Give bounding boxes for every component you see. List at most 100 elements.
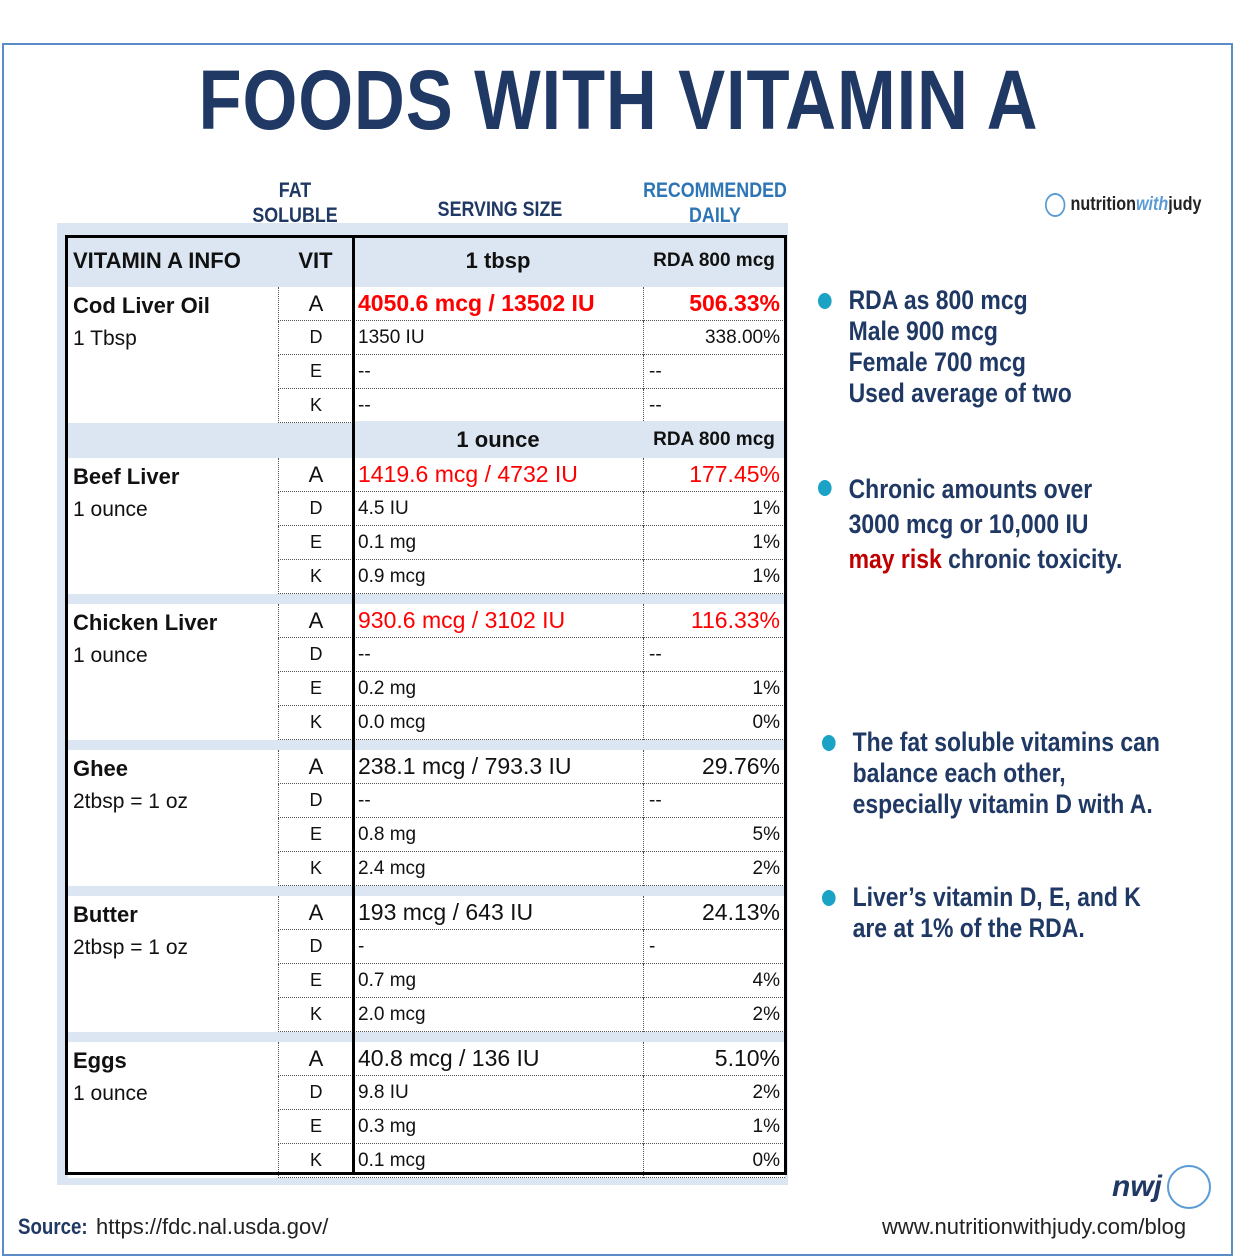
food-name: Chicken Liver <box>73 610 218 635</box>
table-divider <box>352 235 355 1175</box>
amount-cell: 930.6 mcg / 3102 IU <box>353 604 643 638</box>
amount-cell: 0.7 mg <box>353 964 643 998</box>
note-line: Liver’s vitamin D, E, and K <box>853 882 1141 913</box>
vit-cell: D <box>278 784 353 818</box>
note-text: Male 900 mcg <box>848 316 998 346</box>
rda-cell: 506.33% <box>643 287 785 321</box>
rda-cell: -- <box>643 784 785 818</box>
vit-cell: K <box>278 389 353 423</box>
rda-cell: 2% <box>643 998 785 1032</box>
amount-cell: -- <box>353 355 643 389</box>
column-head-line: FAT SOLUBLE <box>252 179 338 227</box>
vit-cell: E <box>278 964 353 998</box>
column-head: SERVING SIZE <box>432 197 568 222</box>
rda-cell: 1% <box>643 560 785 594</box>
rda-cell: -- <box>643 355 785 389</box>
logo-text: with <box>1135 194 1169 215</box>
vit-cell: A <box>278 750 353 784</box>
amount-cell: 238.1 mcg / 793.3 IU <box>353 750 643 784</box>
title: FOODS WITH VITAMIN A <box>198 53 1039 147</box>
amount-cell: 4.5 IU <box>353 492 643 526</box>
note: Chronic amounts over 3000 mcg or 10,000 I… <box>818 472 1122 577</box>
table-border <box>65 235 787 1175</box>
header-cell: 1 tbsp <box>353 237 643 285</box>
rda-cell: - <box>643 930 785 964</box>
vit-cell: A <box>278 458 353 492</box>
rda-cell: 24.13% <box>643 896 785 930</box>
source-label: Source: <box>18 1214 88 1239</box>
amount-cell: 0.8 mg <box>353 818 643 852</box>
note-text: Liver’s vitamin D, E, and K <box>852 882 1141 912</box>
amount-cell: 1419.6 mcg / 4732 IU <box>353 458 643 492</box>
rda-cell: 2% <box>643 852 785 886</box>
rda-cell: 1% <box>643 1110 785 1144</box>
note-text: Used average of two <box>848 378 1072 408</box>
note-line: Male 900 mcg <box>849 316 1072 347</box>
frame <box>2 43 1233 1256</box>
amount-cell: 0.2 mg <box>353 672 643 706</box>
note-lines: The fat soluble vitamins can balance each… <box>853 727 1160 820</box>
header-cell: VITAMIN A INFO <box>68 237 278 285</box>
vit-cell: A <box>278 1042 353 1076</box>
vit-cell: A <box>278 604 353 638</box>
note-line: Used average of two <box>849 378 1072 409</box>
note-line: are at 1% of the RDA. <box>853 913 1141 944</box>
note-text: RDA as 800 mcg <box>848 285 1028 315</box>
note-bullet <box>818 293 832 309</box>
logo: nutrition with judy <box>1045 193 1201 217</box>
note-line: 3000 mcg or 10,000 IU <box>849 507 1123 542</box>
vit-cell: K <box>278 706 353 740</box>
food-serving: 2tbsp = 1 oz <box>73 790 188 813</box>
vit-cell: K <box>278 560 353 594</box>
note-text: chronic toxicity. <box>941 544 1123 574</box>
food-serving: 1 Tbsp <box>73 327 137 350</box>
food-name: Eggs <box>73 1048 127 1073</box>
rda-cell: 177.45% <box>643 458 785 492</box>
food-cell: Chicken Liver 1 ounce <box>68 604 278 740</box>
vit-cell: E <box>278 1110 353 1144</box>
rda-cell: -- <box>643 638 785 672</box>
note-text: especially vitamin D with A. <box>852 789 1153 819</box>
rda-cell: 5.10% <box>643 1042 785 1076</box>
note-bullet <box>818 480 832 496</box>
subheader-cell: 1 ounce <box>353 421 643 458</box>
vit-cell: E <box>278 818 353 852</box>
rda-cell: 1% <box>643 526 785 560</box>
vit-cell: D <box>278 492 353 526</box>
vit-cell: A <box>278 287 353 321</box>
vit-cell: E <box>278 526 353 560</box>
note-line: may risk chronic toxicity. <box>849 542 1123 577</box>
food-name: Butter <box>73 902 138 927</box>
rda-cell: 4% <box>643 964 785 998</box>
amount-cell: 2.4 mcg <box>353 852 643 886</box>
amount-cell: 0.3 mg <box>353 1110 643 1144</box>
note: RDA as 800 mcg Male 900 mcg Female 700 mcg… <box>818 285 1072 409</box>
rda-cell: 2% <box>643 1076 785 1110</box>
amount-cell: 0.9 mcg <box>353 560 643 594</box>
vit-cell: A <box>278 896 353 930</box>
vit-cell: D <box>278 930 353 964</box>
amount-cell: 1350 IU <box>353 321 643 355</box>
vit-cell: D <box>278 638 353 672</box>
note-line: balance each other, <box>853 758 1160 789</box>
amount-cell: -- <box>353 784 643 818</box>
note-text: are at 1% of the RDA. <box>852 913 1085 943</box>
food-cell: Cod Liver Oil 1 Tbsp <box>68 287 278 423</box>
amount-cell: - <box>353 930 643 964</box>
vit-cell: K <box>278 852 353 886</box>
vit-cell: E <box>278 672 353 706</box>
column-head-line: SERVING SIZE <box>437 198 563 221</box>
note-bullet <box>822 890 836 906</box>
food-cell: Eggs 1 ounce <box>68 1042 278 1178</box>
logo-text: nutrition <box>1070 194 1136 215</box>
header-cell: VIT <box>278 237 353 285</box>
food-cell: Butter 2tbsp = 1 oz <box>68 896 278 1032</box>
rda-cell: 5% <box>643 818 785 852</box>
vit-cell: K <box>278 998 353 1032</box>
rda-cell: 1% <box>643 492 785 526</box>
food-serving: 1 ounce <box>73 1082 148 1105</box>
food-name: Cod Liver Oil <box>73 293 210 318</box>
note-text: may risk <box>848 544 942 574</box>
